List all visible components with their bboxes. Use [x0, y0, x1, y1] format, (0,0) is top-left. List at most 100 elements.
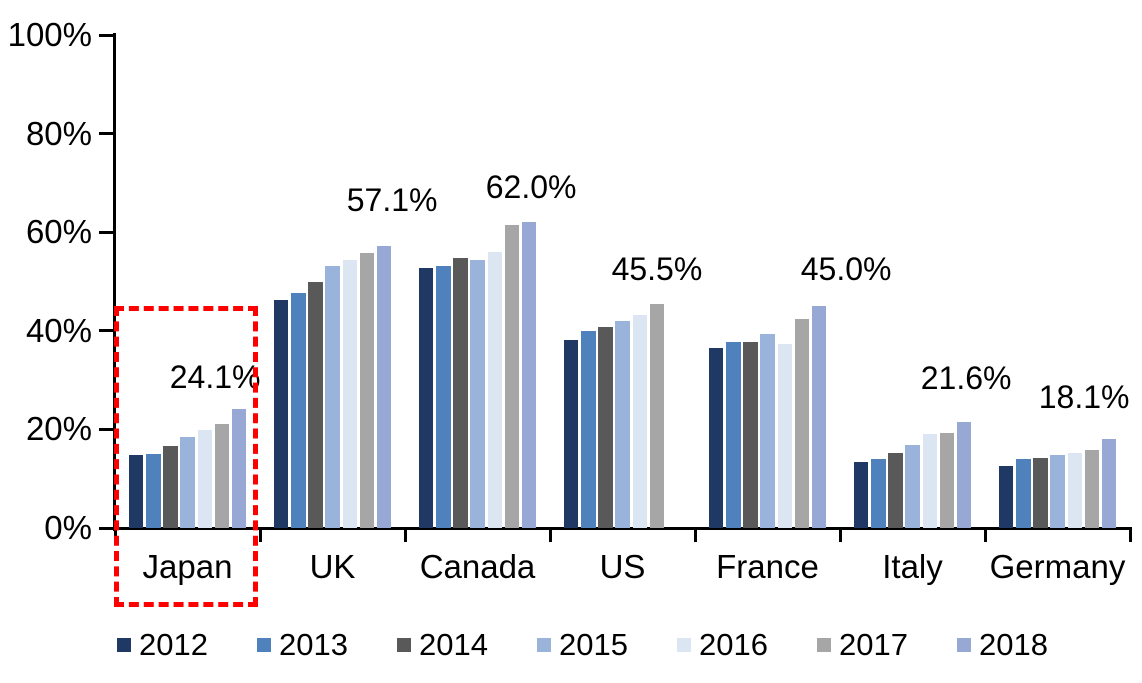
y-tick-label: 80%: [25, 114, 92, 152]
legend-swatch-2018: [957, 638, 971, 652]
category-label-japan: Japan: [142, 548, 233, 585]
bar-us-2012: [563, 339, 579, 528]
bar-italy-2015: [905, 445, 920, 528]
y-tick: [99, 329, 113, 333]
value-label-italy: 21.6%: [920, 359, 1012, 396]
value-label-canada: 62.0%: [485, 169, 577, 206]
bar-italy-2017: [939, 433, 955, 528]
legend-item-2012: 2012: [117, 628, 247, 662]
legend-item-2014: 2014: [397, 628, 527, 662]
legend-swatch-2017: [817, 638, 831, 652]
x-tick: [983, 529, 987, 542]
bar-germany-2015: [1050, 455, 1065, 528]
legend-item-2017: 2017: [817, 628, 947, 662]
x-tick: [1128, 529, 1132, 542]
bar-us-2017: [649, 303, 665, 528]
bar-italy-2018: [956, 421, 972, 528]
x-tick: [548, 529, 552, 542]
category-label-italy: Italy: [882, 548, 943, 585]
y-tick: [99, 526, 113, 530]
bar-france-2014: [743, 342, 758, 528]
x-tick: [403, 529, 407, 542]
bar-france-2015: [760, 333, 775, 528]
legend-label-2013: 2013: [279, 627, 348, 662]
bar-japan-2014: [163, 445, 178, 528]
bar-canada-2017: [504, 225, 520, 528]
x-tick: [838, 529, 842, 542]
bar-canada-2018: [521, 222, 537, 528]
legend-label-2016: 2016: [699, 627, 768, 662]
bar-us-2016: [632, 314, 648, 528]
japan-highlight-box: [114, 306, 258, 607]
bar-germany-2013: [1016, 459, 1031, 528]
bar-japan-2017: [214, 423, 230, 528]
legend-swatch-2014: [397, 638, 411, 652]
bar-canada-2012: [418, 267, 434, 528]
bar-france-2017: [794, 319, 810, 528]
value-label-france: 45.0%: [800, 251, 892, 288]
y-tick: [99, 132, 113, 136]
bar-canada-2015: [470, 259, 485, 528]
legend-label-2012: 2012: [139, 627, 208, 662]
bar-uk-2015: [325, 265, 340, 528]
bar-italy-2013: [871, 458, 886, 528]
bar-germany-2012: [998, 466, 1014, 528]
bar-uk-2012: [273, 300, 289, 528]
legend-item-2013: 2013: [257, 628, 387, 662]
x-tick: [693, 529, 697, 542]
legend-item-2018: 2018: [957, 628, 1087, 662]
y-tick-label: 40%: [25, 311, 92, 349]
bar-italy-2012: [853, 462, 869, 528]
legend-label-2014: 2014: [419, 627, 488, 662]
legend-label-2015: 2015: [559, 627, 628, 662]
bar-uk-2013: [291, 292, 306, 528]
category-label-us: US: [599, 548, 646, 585]
bar-france-2013: [726, 341, 741, 528]
bar-japan-2013: [146, 454, 161, 528]
bar-us-2015: [615, 321, 630, 528]
bar-france-2012: [708, 347, 724, 528]
category-label-canada: Canada: [419, 548, 536, 585]
bar-japan-2018: [231, 409, 247, 528]
x-tick: [258, 529, 262, 542]
bar-italy-2014: [888, 452, 903, 528]
value-label-japan: 24.1%: [169, 359, 261, 396]
legend-swatch-2016: [677, 638, 691, 652]
bar-us-2013: [581, 331, 596, 528]
bar-uk-2018: [376, 246, 392, 528]
legend-swatch-2012: [117, 638, 131, 652]
y-tick: [99, 33, 113, 37]
bar-uk-2016: [342, 259, 358, 528]
bar-germany-2014: [1033, 457, 1048, 528]
value-label-germany: 18.1%: [1038, 378, 1130, 415]
bar-canada-2013: [436, 265, 451, 528]
category-label-france: France: [716, 548, 819, 585]
x-axis-line: [113, 527, 1132, 530]
bar-uk-2014: [308, 282, 323, 528]
y-tick-label: 60%: [25, 213, 92, 251]
y-axis-line: [113, 33, 116, 531]
legend-item-2015: 2015: [537, 628, 667, 662]
bar-france-2016: [777, 343, 793, 528]
bar-germany-2018: [1101, 438, 1117, 528]
bar-germany-2016: [1067, 452, 1083, 528]
bar-france-2018: [811, 306, 827, 528]
legend-label-2018: 2018: [979, 627, 1048, 662]
value-label-uk: 57.1%: [346, 182, 438, 219]
y-tick: [99, 230, 113, 234]
bar-us-2014: [598, 326, 613, 528]
legend-item-2016: 2016: [677, 628, 807, 662]
bar-japan-2016: [197, 429, 213, 528]
y-tick-label: 0%: [44, 509, 92, 546]
category-label-uk: UK: [309, 548, 356, 585]
y-tick-label: 100%: [7, 16, 92, 53]
legend-swatch-2013: [257, 638, 271, 652]
bar-germany-2017: [1084, 450, 1100, 528]
bar-canada-2016: [487, 252, 503, 528]
category-label-germany: Germany: [989, 548, 1126, 585]
legend-swatch-2015: [537, 638, 551, 652]
y-tick: [99, 427, 113, 431]
bar-uk-2017: [359, 253, 375, 528]
y-tick-label: 20%: [25, 410, 92, 448]
